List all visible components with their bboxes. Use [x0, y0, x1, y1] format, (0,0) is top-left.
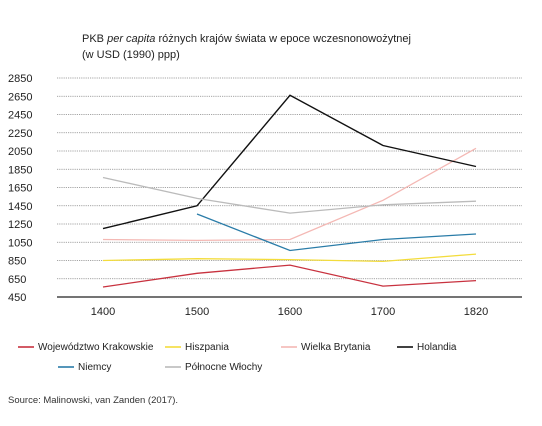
- gridlines: [57, 77, 522, 298]
- y-tick-label: 1250: [8, 219, 32, 231]
- series-line-holandia: [102, 94, 477, 230]
- legend-item: Wielka Brytania: [281, 342, 371, 353]
- y-tick-label: 850: [8, 256, 26, 268]
- series-line-wojewodztwo-krakowskie: [102, 264, 477, 288]
- y-tick-label: 2650: [8, 91, 32, 103]
- series-line-niemcy: [196, 213, 477, 252]
- x-axis-ticks: 1400 1500 1600 1700 1820: [91, 306, 488, 318]
- series-line-wielka-brytania: [102, 147, 477, 242]
- y-tick-label: 450: [8, 292, 26, 304]
- y-axis-ticks: 450 650 850 1050 1250 1450 1650 1850 2050 2250 245…: [8, 73, 32, 304]
- y-tick-label: 2050: [8, 146, 32, 158]
- x-tick-label: 1600: [278, 306, 302, 318]
- legend-item: Holandia: [397, 342, 457, 353]
- chart-title-line-1: PKB per capita różnych krajów świata w e…: [82, 33, 411, 45]
- legend-label: Województwo Krakowskie: [38, 342, 154, 353]
- legend-label: Wielka Brytania: [301, 342, 371, 353]
- x-tick-label: 1400: [91, 306, 115, 318]
- legend-label: Niemcy: [78, 362, 111, 373]
- x-tick-label: 1820: [464, 306, 488, 318]
- legend-item: Województwo Krakowskie: [18, 342, 154, 353]
- legend-label: Holandia: [417, 342, 457, 353]
- x-tick-label: 1500: [185, 306, 209, 318]
- y-tick-label: 2850: [8, 73, 32, 85]
- legend-item: Północne Włochy: [165, 362, 262, 373]
- y-tick-label: 1450: [8, 201, 32, 213]
- series-lines: [102, 94, 477, 288]
- chart-title-line-2: (w USD (1990) ppp): [82, 49, 180, 61]
- legend-item: Hiszpania: [165, 342, 229, 353]
- x-tick-label: 1700: [371, 306, 395, 318]
- legend-item: Niemcy: [58, 362, 111, 373]
- legend-label: Północne Włochy: [185, 362, 262, 373]
- y-tick-label: 1850: [8, 164, 32, 176]
- legend-label: Hiszpania: [185, 342, 229, 353]
- y-tick-label: 2450: [8, 110, 32, 122]
- y-tick-label: 1650: [8, 183, 32, 195]
- y-tick-label: 1050: [8, 237, 32, 249]
- legend: Województwo Krakowskie Hiszpania Wielka Br…: [18, 342, 457, 373]
- source-note: Source: Malinowski, van Zanden (2017).: [8, 395, 179, 406]
- y-tick-label: 650: [8, 274, 26, 286]
- series-line-polnocne-wlochy: [102, 176, 477, 214]
- y-tick-label: 2250: [8, 128, 32, 140]
- series-line-hiszpania: [102, 253, 477, 263]
